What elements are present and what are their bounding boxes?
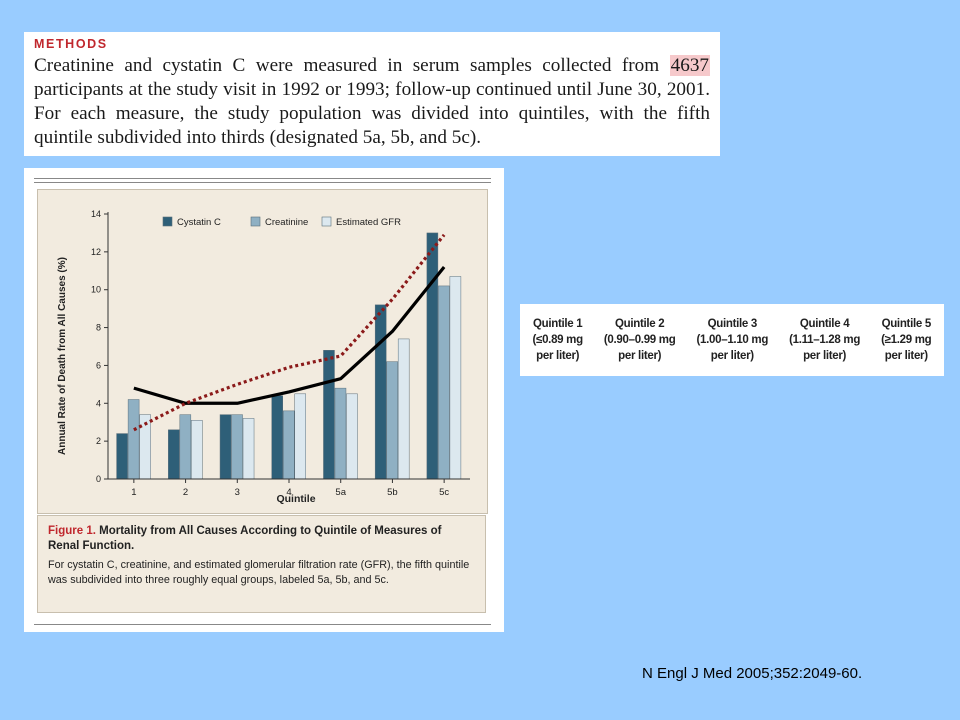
caption-title: Figure 1. Mortality from All Causes Acco… — [48, 524, 475, 554]
caption-body: For cystatin C, creatinine, and estimate… — [48, 559, 470, 586]
bar — [231, 414, 243, 480]
quintile-range: (≤0.89 mg — [532, 334, 584, 346]
quintile-name: Quintile 1 — [532, 318, 583, 330]
bar — [449, 276, 462, 480]
y-tick-label: 10 — [91, 285, 101, 295]
bar — [374, 304, 387, 480]
legend-swatch — [321, 216, 332, 227]
quintile-range: (1.11–1.28 mg — [789, 334, 861, 346]
quintile-range: (≥1.29 mg — [881, 334, 932, 346]
methods-heading: METHODS — [34, 37, 108, 51]
x-tick-label: 5a — [335, 487, 346, 498]
bar — [219, 414, 232, 480]
bar — [386, 361, 398, 480]
x-tick-label: 2 — [183, 487, 188, 498]
y-tick-label: 0 — [96, 474, 101, 484]
bar — [334, 387, 347, 480]
bar — [283, 410, 295, 480]
bar — [438, 285, 450, 480]
caption-title-text: Mortality from All Causes According to Q… — [48, 525, 442, 552]
bar — [426, 232, 439, 480]
quintile-unit: per liter) — [618, 350, 662, 362]
x-tick-label: 4 — [286, 487, 291, 498]
methods-text-end: participants at the study visit in 1992 … — [34, 79, 710, 148]
y-axis-label: Annual Rate of Death from All Causes (%) — [57, 257, 68, 455]
quintile-label: Quintile 4 (1.11–1.28 mg per liter) — [789, 316, 860, 364]
figure-caption: Figure 1. Mortality from All Causes Acco… — [37, 515, 486, 613]
quintile-name: Quintile 4 — [799, 318, 850, 330]
quintile-range: (0.90–0.99 mg — [603, 334, 676, 346]
quintile-label: Quintile 5 (≥1.29 mg per liter) — [881, 316, 932, 364]
citation: N Engl J Med 2005;352:2049-60. — [642, 665, 863, 682]
x-tick-label: 1 — [131, 487, 136, 498]
methods-excerpt: METHODS Creatinine and cystatin C were m… — [24, 32, 720, 156]
figure-frame: 0 2 4 6 8 10 12 14 1 2 3 4 5a 5b 5c Cystatin C Creatini… — [34, 178, 491, 625]
bar — [323, 350, 335, 480]
bar — [271, 395, 283, 480]
quintile-unit: per liter) — [536, 350, 580, 362]
solid-trend-line — [133, 265, 446, 405]
bar — [191, 420, 203, 480]
quintile-label: Quintile 1 (≤0.89 mg per liter) — [532, 316, 584, 364]
y-tick-label: 8 — [96, 323, 101, 333]
quintile-range: (1.00–1.10 mg — [696, 334, 769, 346]
quintile-name: Quintile 5 — [881, 318, 932, 330]
quintile-unit: per liter) — [803, 350, 847, 362]
y-tick-label: 6 — [96, 360, 101, 370]
y-tick-label: 12 — [91, 247, 101, 257]
bar — [116, 433, 128, 480]
x-axis-label: Quintile — [276, 493, 315, 505]
caption-figure-label: Figure 1. — [48, 525, 96, 537]
legend-label: Creatinine — [265, 217, 308, 228]
y-tick-label: 2 — [96, 436, 101, 446]
bar — [168, 429, 180, 480]
chart-panel: 0 2 4 6 8 10 12 14 1 2 3 4 5a 5b 5c Cystatin C Creatini… — [37, 189, 488, 514]
bar — [294, 393, 306, 480]
bar — [346, 393, 358, 480]
quintile-unit: per liter) — [884, 350, 928, 362]
figure-top-rule — [34, 182, 491, 183]
quintile-ranges-table: Quintile 1 (≤0.89 mg per liter) Quintile 2 (… — [520, 304, 944, 376]
quintile-name: Quintile 3 — [707, 318, 758, 330]
quintile-label: Quintile 2 (0.90–0.99 mg per liter) — [604, 316, 676, 364]
quintile-unit: per liter) — [710, 350, 754, 362]
methods-text: Creatinine and cystatin C were measured … — [34, 54, 710, 150]
x-tick-label: 3 — [235, 487, 240, 498]
legend-label: Estimated GFR — [336, 217, 401, 228]
legend-label: Cystatin C — [177, 217, 221, 228]
x-tick-label: 5c — [439, 487, 449, 498]
bar — [242, 418, 255, 480]
quintile-label: Quintile 3 (1.00–1.10 mg per liter) — [697, 316, 769, 364]
bar — [397, 338, 410, 480]
participant-count-highlight: 4637 — [669, 55, 710, 76]
bar — [179, 414, 192, 480]
legend-swatch — [250, 216, 261, 227]
legend-swatch — [162, 216, 173, 227]
bar — [127, 399, 140, 480]
x-tick-label: 5b — [387, 487, 398, 498]
quintile-name: Quintile 2 — [614, 318, 665, 330]
y-tick-label: 14 — [91, 209, 101, 219]
y-tick-label: 4 — [96, 398, 101, 408]
figure-1: 0 2 4 6 8 10 12 14 1 2 3 4 5a 5b 5c Cystatin C Creatini… — [24, 168, 504, 632]
methods-text-start: Creatinine and cystatin C were measured … — [34, 55, 670, 76]
